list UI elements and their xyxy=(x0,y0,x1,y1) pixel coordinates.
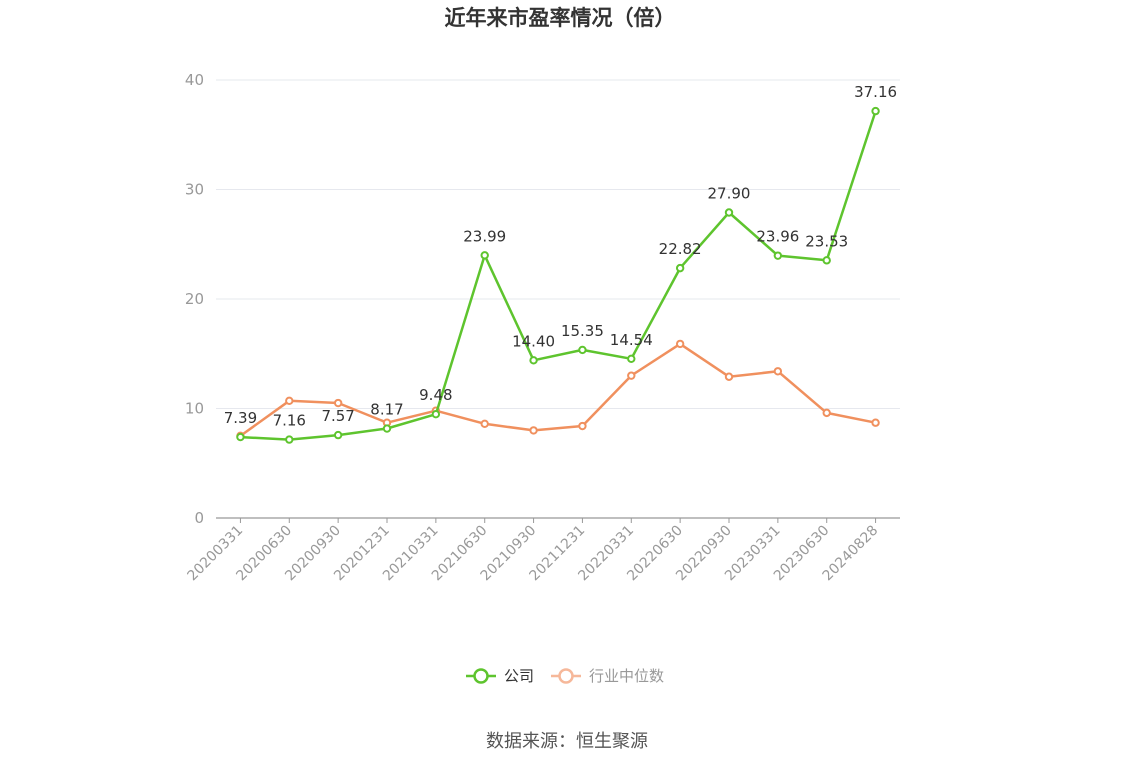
series-line-0 xyxy=(240,110,877,441)
legend[interactable]: 公司 行业中位数 xyxy=(466,667,664,685)
data-point[interactable] xyxy=(333,430,343,440)
data-point[interactable] xyxy=(333,398,343,408)
data-point[interactable] xyxy=(675,339,685,349)
data-label: 14.54 xyxy=(610,331,653,349)
data-point[interactable] xyxy=(871,418,880,427)
legend-item-0[interactable]: 公司 xyxy=(466,667,534,685)
legend-item-1[interactable]: 行业中位数 xyxy=(551,667,664,685)
data-point[interactable] xyxy=(529,426,538,435)
legend-label: 公司 xyxy=(504,667,534,685)
data-label: 7.16 xyxy=(273,412,306,430)
data-point[interactable] xyxy=(675,263,685,273)
x-axis: 2020033120200630202009302020123120210331… xyxy=(185,517,900,584)
data-point[interactable] xyxy=(236,432,245,442)
data-label: 15.35 xyxy=(561,322,604,340)
y-tick-label: 40 xyxy=(185,71,204,89)
data-point[interactable] xyxy=(529,356,538,365)
data-label: 9.48 xyxy=(419,386,452,404)
data-point[interactable] xyxy=(773,251,783,260)
data-point[interactable] xyxy=(773,367,783,376)
legend-marker xyxy=(558,668,574,684)
y-axis: 0 10 20 30 40 xyxy=(185,71,204,527)
y-tick-label: 20 xyxy=(185,290,204,308)
data-label: 23.99 xyxy=(463,227,506,245)
y-tick-label: 30 xyxy=(185,181,204,199)
data-point[interactable] xyxy=(480,419,489,429)
data-point[interactable] xyxy=(822,256,831,265)
series-layer xyxy=(236,106,880,444)
y-tick-label: 10 xyxy=(185,400,204,418)
data-label: 23.53 xyxy=(805,232,848,250)
series-line-1 xyxy=(239,342,876,437)
data-label: 7.39 xyxy=(224,409,257,427)
legend-marker xyxy=(473,668,489,684)
data-point[interactable] xyxy=(627,371,636,380)
data-point[interactable] xyxy=(627,354,636,363)
data-point[interactable] xyxy=(431,409,441,419)
data-point[interactable] xyxy=(724,208,734,217)
data-point[interactable] xyxy=(724,372,734,381)
data-point[interactable] xyxy=(871,106,880,116)
data-point[interactable] xyxy=(285,396,294,406)
data-label: 7.57 xyxy=(321,407,354,425)
chart-title: 近年来市盈率情况（倍） xyxy=(445,6,676,30)
data-point[interactable] xyxy=(480,251,489,260)
data-label: 8.17 xyxy=(370,401,403,419)
data-point[interactable] xyxy=(382,424,392,433)
data-label: 22.82 xyxy=(659,240,702,258)
data-point[interactable] xyxy=(578,421,587,431)
data-point[interactable] xyxy=(285,435,294,444)
data-labels: 7.39 7.16 7.57 8.17 9.48 23.99 14.40 15.35 14.54… xyxy=(224,83,897,430)
data-point[interactable] xyxy=(822,408,831,418)
source-note: 数据来源：恒生聚源 xyxy=(486,731,648,752)
data-label: 23.96 xyxy=(756,228,799,246)
data-label: 27.90 xyxy=(708,184,751,202)
legend-label: 行业中位数 xyxy=(589,667,664,685)
data-label: 37.16 xyxy=(854,83,897,101)
grid-lines xyxy=(216,79,900,409)
data-label: 14.40 xyxy=(512,332,555,350)
data-point[interactable] xyxy=(578,345,587,355)
y-tick-label: 0 xyxy=(194,509,204,527)
